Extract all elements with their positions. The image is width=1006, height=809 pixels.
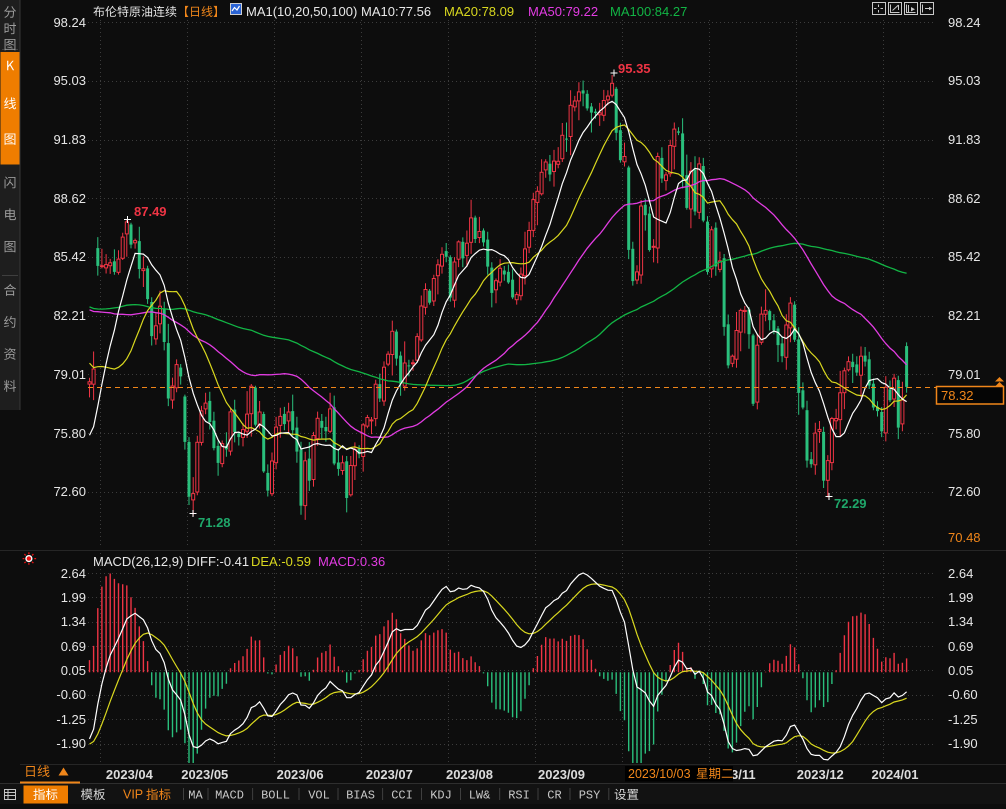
svg-text:85.42: 85.42 — [53, 249, 86, 264]
svg-text:71.28: 71.28 — [198, 515, 231, 530]
svg-text:75.80: 75.80 — [53, 426, 86, 441]
svg-text:-1.90: -1.90 — [56, 736, 86, 751]
svg-text:0.05: 0.05 — [948, 663, 973, 678]
svg-text:2024/01: 2024/01 — [872, 767, 919, 782]
svg-text:0.69: 0.69 — [948, 639, 973, 654]
svg-text:VOL: VOL — [308, 789, 330, 803]
svg-text:2023/06: 2023/06 — [277, 767, 324, 782]
svg-text:MA50:79.22: MA50:79.22 — [528, 4, 598, 19]
svg-text:91.83: 91.83 — [53, 132, 86, 147]
svg-text:2.64: 2.64 — [948, 566, 973, 581]
svg-text:78.32: 78.32 — [941, 388, 974, 403]
svg-text:0.69: 0.69 — [61, 639, 86, 654]
svg-text:79.01: 79.01 — [53, 367, 86, 382]
svg-text:DEA:-0.59: DEA:-0.59 — [251, 554, 311, 569]
svg-text:82.21: 82.21 — [948, 308, 981, 323]
svg-text:-1.90: -1.90 — [948, 736, 978, 751]
svg-text:88.62: 88.62 — [53, 191, 86, 206]
svg-text:72.29: 72.29 — [834, 496, 867, 511]
svg-text:2023/05: 2023/05 — [181, 767, 228, 782]
svg-text:2023/08: 2023/08 — [446, 767, 493, 782]
svg-text:2023/07: 2023/07 — [366, 767, 413, 782]
svg-text:0.05: 0.05 — [61, 663, 86, 678]
svg-text:-1.25: -1.25 — [56, 712, 86, 727]
svg-text:87.49: 87.49 — [134, 204, 167, 219]
svg-text:MA: MA — [188, 789, 203, 803]
svg-text:2023/04: 2023/04 — [106, 767, 154, 782]
svg-text:1.34: 1.34 — [61, 614, 86, 629]
svg-text:MACD: MACD — [215, 789, 244, 803]
svg-text:MACD:0.36: MACD:0.36 — [318, 554, 385, 569]
svg-text:1.99: 1.99 — [61, 590, 86, 605]
svg-text:91.83: 91.83 — [948, 132, 981, 147]
svg-text:DIFF:-0.41: DIFF:-0.41 — [187, 554, 249, 569]
svg-text:MA10:77.56: MA10:77.56 — [361, 4, 431, 19]
svg-text:95.03: 95.03 — [53, 73, 86, 88]
svg-text:95.03: 95.03 — [948, 73, 981, 88]
svg-text:BOLL: BOLL — [261, 789, 290, 803]
svg-text:72.60: 72.60 — [948, 484, 981, 499]
svg-text:-0.60: -0.60 — [948, 687, 978, 702]
svg-text:CR: CR — [547, 789, 561, 803]
svg-text:RSI: RSI — [508, 789, 530, 803]
svg-text:98.24: 98.24 — [53, 15, 86, 30]
svg-text:CCI: CCI — [391, 789, 413, 803]
svg-text:VIP: VIP — [123, 788, 143, 802]
svg-text:79.01: 79.01 — [948, 367, 981, 382]
svg-text:70.48: 70.48 — [948, 530, 981, 545]
svg-text:72.60: 72.60 — [53, 484, 86, 499]
svg-text:-1.25: -1.25 — [948, 712, 978, 727]
svg-text:MA20:78.09: MA20:78.09 — [444, 4, 514, 19]
svg-text:85.42: 85.42 — [948, 249, 981, 264]
svg-text:98.24: 98.24 — [948, 15, 981, 30]
svg-text:MA100:84.27: MA100:84.27 — [610, 4, 687, 19]
svg-text:82.21: 82.21 — [53, 308, 86, 323]
svg-text:2023/09: 2023/09 — [538, 767, 585, 782]
svg-text:88.62: 88.62 — [948, 191, 981, 206]
svg-text:MA1(10,20,50,100): MA1(10,20,50,100) — [246, 4, 357, 19]
svg-text:2023/10/03: 2023/10/03 — [628, 767, 691, 781]
svg-text:BIAS: BIAS — [346, 789, 375, 803]
svg-text:95.35: 95.35 — [618, 61, 651, 76]
svg-text:MACD(26,12,9): MACD(26,12,9) — [93, 554, 183, 569]
svg-text:-0.60: -0.60 — [56, 687, 86, 702]
svg-text:PSY: PSY — [579, 789, 601, 803]
svg-text:2.64: 2.64 — [61, 566, 86, 581]
svg-text:75.80: 75.80 — [948, 426, 981, 441]
svg-text:KDJ: KDJ — [430, 789, 452, 803]
svg-text:2023/12: 2023/12 — [797, 767, 844, 782]
svg-text:1.34: 1.34 — [948, 614, 973, 629]
svg-text:1.99: 1.99 — [948, 590, 973, 605]
svg-text:LW&: LW& — [469, 789, 491, 803]
